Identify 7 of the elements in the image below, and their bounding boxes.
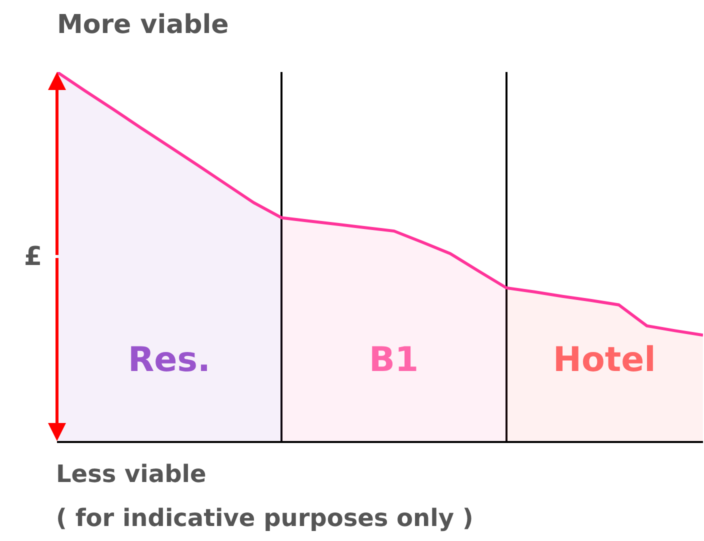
text: Less viable (56, 460, 206, 488)
y-axis-title: £ (24, 242, 42, 272)
series-label: Hotel (553, 340, 656, 380)
chart-title: More viable (57, 10, 229, 40)
series-label: B1 (369, 340, 419, 380)
series-label: Res. (128, 340, 210, 380)
text: ( for indicative purposes only ) (56, 504, 474, 532)
